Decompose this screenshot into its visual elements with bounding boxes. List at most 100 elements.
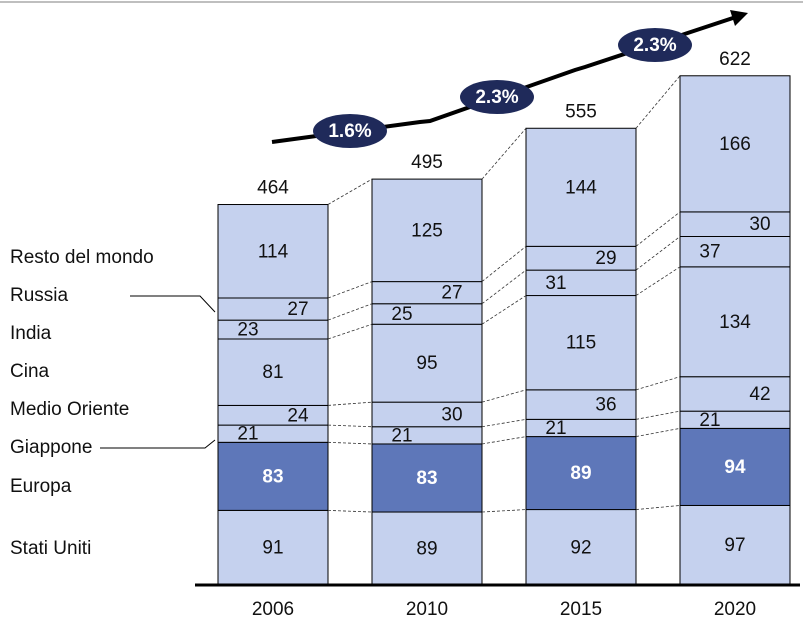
arrow-head xyxy=(730,10,748,26)
connector xyxy=(327,178,373,205)
bar-segment xyxy=(371,323,483,403)
bar-segment xyxy=(679,410,791,429)
bar-segment xyxy=(217,404,329,426)
bar-segment xyxy=(525,295,637,391)
bar-segment xyxy=(217,297,329,321)
bar-segment xyxy=(217,424,329,443)
value-label: 97 xyxy=(724,535,745,556)
value-label: 42 xyxy=(749,384,770,405)
value-label: 27 xyxy=(287,299,308,320)
total-label: 622 xyxy=(719,49,751,70)
connector xyxy=(481,246,527,282)
value-label: 27 xyxy=(441,283,462,304)
bar-segment xyxy=(371,511,483,586)
value-label: 115 xyxy=(566,333,596,354)
legend-label: India xyxy=(10,323,52,344)
value-label: 114 xyxy=(258,241,289,262)
value-label: 30 xyxy=(749,214,770,235)
value-label: 81 xyxy=(262,362,283,383)
leader-line xyxy=(100,439,216,449)
growth-label: 2.3% xyxy=(633,35,676,56)
bar-segment xyxy=(679,376,791,412)
x-tick-label: 2015 xyxy=(560,599,602,620)
connector xyxy=(327,441,373,445)
value-label: 31 xyxy=(545,273,566,294)
value-label: 21 xyxy=(391,425,412,446)
connector xyxy=(481,418,527,428)
bar-segment xyxy=(525,418,637,438)
bar-segment xyxy=(525,127,637,247)
bar-segment xyxy=(525,269,637,297)
bar-segment xyxy=(217,509,329,586)
connector xyxy=(481,127,527,180)
value-label: 125 xyxy=(411,220,443,241)
connector xyxy=(481,295,527,325)
value-label: 134 xyxy=(719,312,751,333)
legend-label: Russia xyxy=(10,285,69,306)
legend-label: Resto del mondo xyxy=(10,247,154,268)
bar-segment xyxy=(679,504,791,586)
connector xyxy=(327,281,373,299)
connector xyxy=(481,509,527,513)
value-label: 89 xyxy=(570,463,591,484)
value-label: 94 xyxy=(724,457,746,478)
connector xyxy=(327,424,373,428)
total-label: 555 xyxy=(565,101,597,122)
value-label: 92 xyxy=(570,537,591,558)
connector xyxy=(327,401,373,406)
connector xyxy=(327,509,373,513)
value-label: 29 xyxy=(595,248,616,269)
bar-segment xyxy=(371,401,483,428)
bar-segment xyxy=(217,338,329,406)
bar-segment xyxy=(525,389,637,420)
connector xyxy=(635,75,681,129)
legend-label: Giappone xyxy=(10,437,92,458)
total-label: 495 xyxy=(411,152,443,173)
connector xyxy=(481,436,527,445)
value-label: 95 xyxy=(416,353,437,374)
bar-segment xyxy=(679,266,791,378)
bar-segment xyxy=(679,427,791,506)
value-label: 89 xyxy=(416,539,437,560)
x-tick-label: 2010 xyxy=(406,599,448,620)
connector xyxy=(635,376,681,391)
connector xyxy=(635,410,681,420)
growth-badge xyxy=(618,28,692,62)
bar-segment xyxy=(371,303,483,325)
bar-segment xyxy=(217,319,329,340)
legend-label: Europa xyxy=(10,476,72,497)
growth-badge xyxy=(460,80,534,114)
x-tick-label: 2020 xyxy=(714,599,756,620)
value-label: 91 xyxy=(262,538,283,559)
x-tick-label: 2006 xyxy=(252,599,294,620)
connector xyxy=(635,211,681,247)
value-label: 21 xyxy=(545,418,566,439)
connector xyxy=(635,266,681,296)
value-label: 83 xyxy=(416,468,437,489)
value-label: 21 xyxy=(237,424,258,445)
bar-segment xyxy=(371,426,483,445)
bar-segment xyxy=(371,178,483,283)
value-label: 37 xyxy=(699,242,720,263)
connector xyxy=(635,505,681,510)
value-label: 25 xyxy=(391,304,412,325)
bar-segment xyxy=(371,443,483,513)
connector xyxy=(481,269,527,305)
bar-segment xyxy=(217,204,329,299)
total-label: 464 xyxy=(257,178,289,199)
bar-segment xyxy=(679,211,791,237)
value-label: 144 xyxy=(565,177,597,198)
growth-badge xyxy=(313,114,387,148)
legend-label: Medio Oriente xyxy=(10,399,129,420)
value-label: 21 xyxy=(699,410,720,431)
connector xyxy=(327,303,373,321)
value-label: 166 xyxy=(719,134,751,155)
value-label: 24 xyxy=(287,405,309,426)
bar-segment xyxy=(525,245,637,271)
bar-segment xyxy=(679,236,791,268)
bar-segment xyxy=(371,281,483,305)
bar-segment xyxy=(525,509,637,586)
connector xyxy=(327,323,373,340)
legend-label: Cina xyxy=(10,361,50,382)
